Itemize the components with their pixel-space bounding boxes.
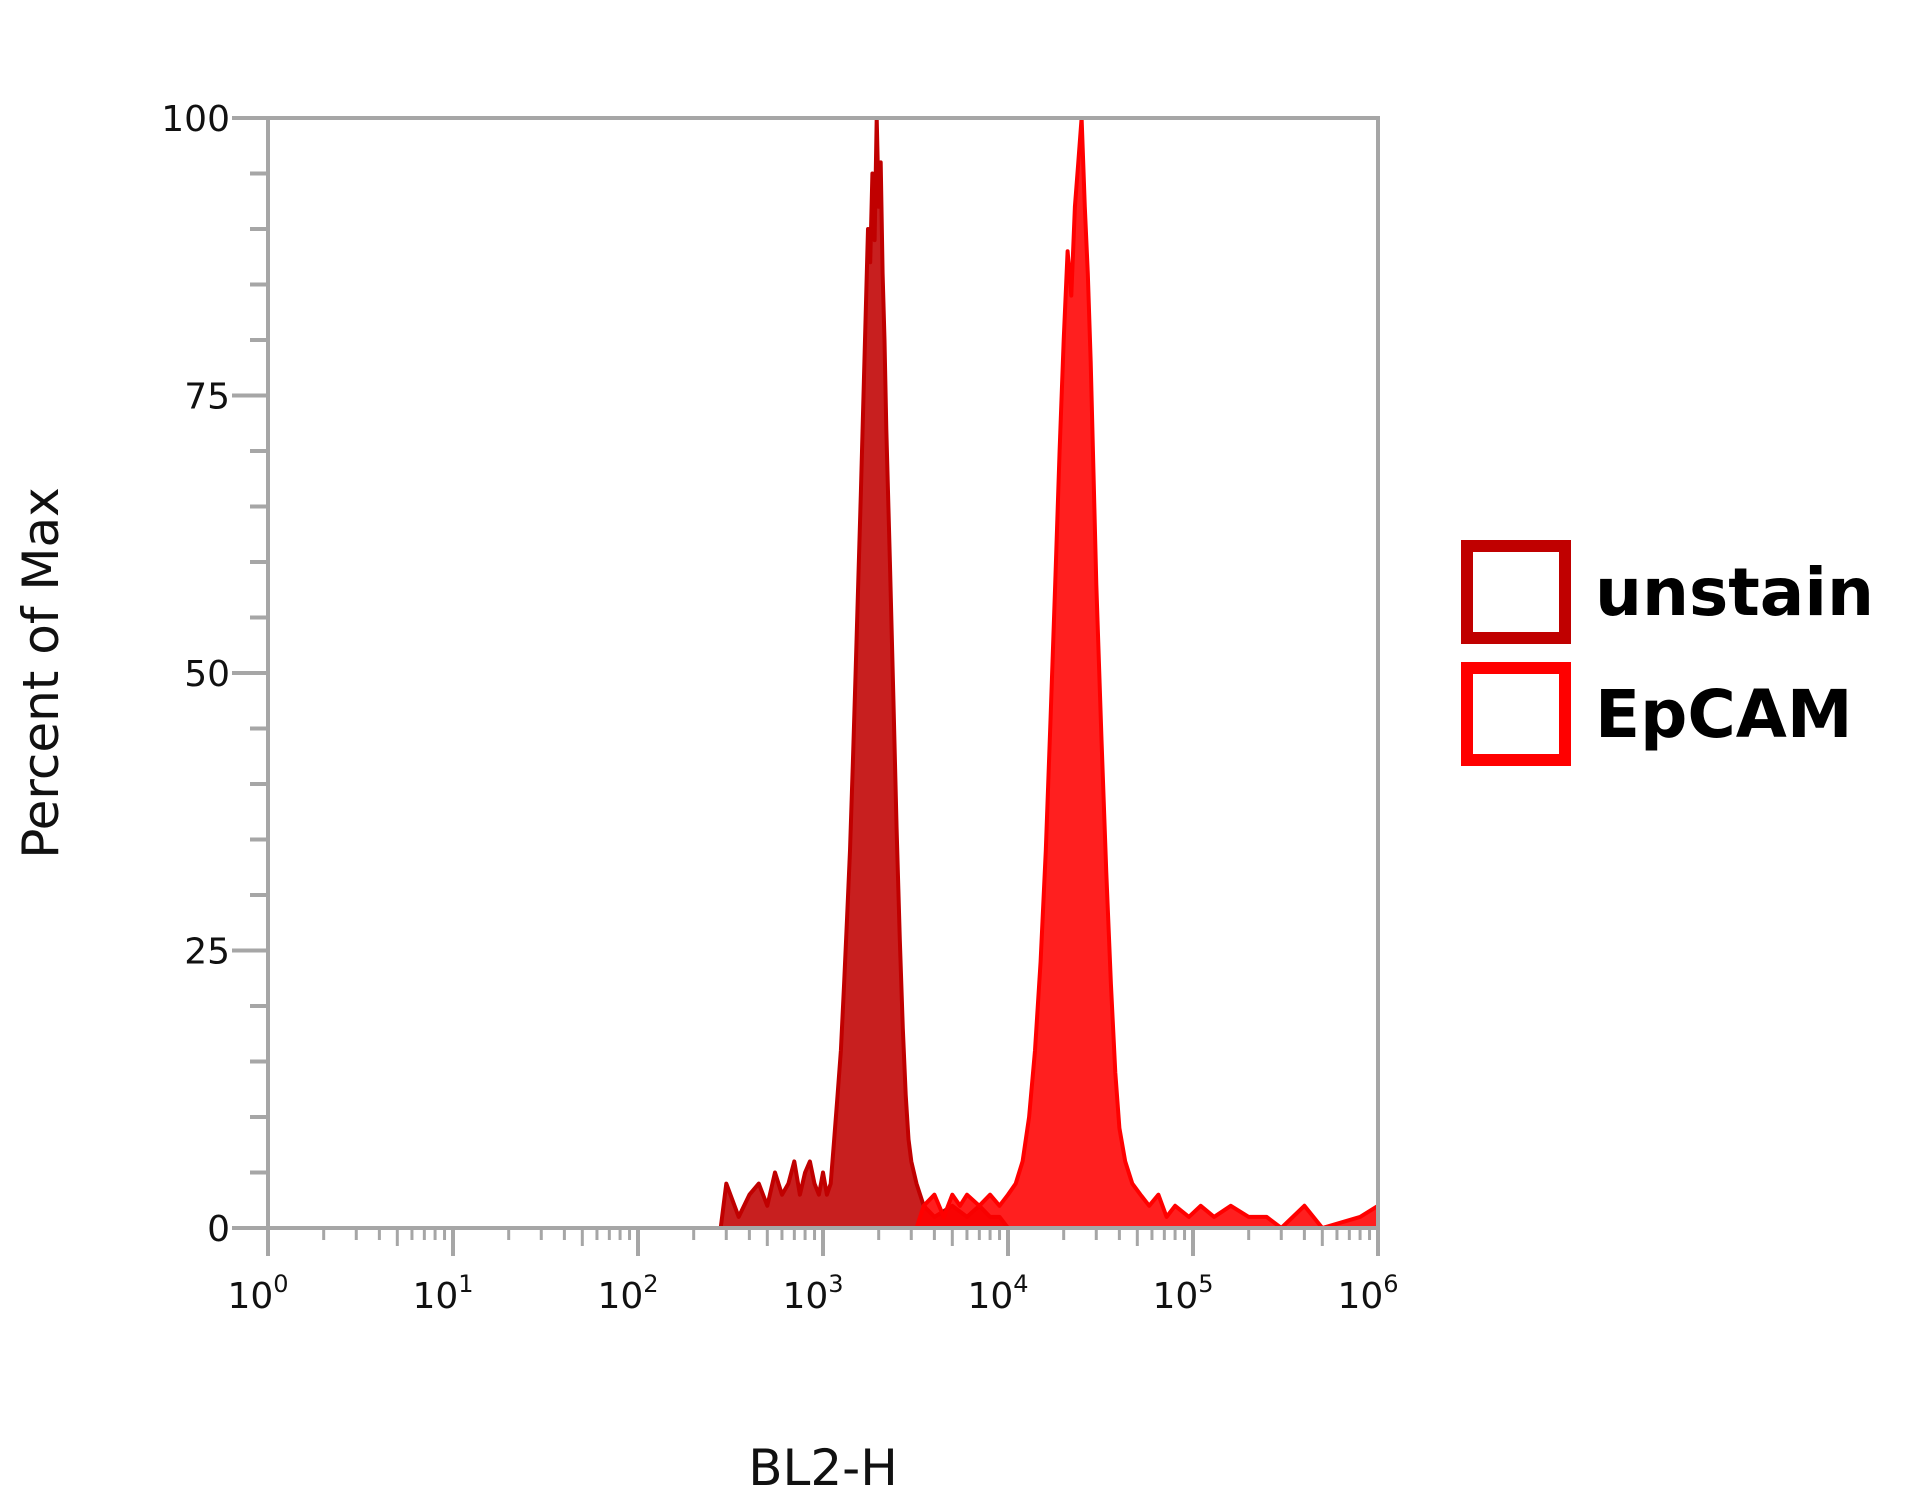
x-axis-title: BL2-H xyxy=(748,1439,898,1494)
legend-swatch-epcam xyxy=(1461,662,1571,766)
plot-frame xyxy=(266,116,1380,1230)
x-axis: 100 101 102 103 104 105 106 xyxy=(227,1228,1399,1317)
x-tick-label: 100 xyxy=(227,1270,288,1317)
legend: unstain EpCAM xyxy=(1461,540,1874,766)
x-tick-label: 101 xyxy=(412,1270,473,1317)
x-tick-label: 104 xyxy=(967,1270,1028,1317)
y-tick-label: 50 xyxy=(184,654,230,695)
x-tick-label: 105 xyxy=(1152,1270,1213,1317)
legend-label-epcam: EpCAM xyxy=(1595,676,1853,753)
y-axis-title: Percent of Max xyxy=(12,487,70,858)
legend-swatch-unstain xyxy=(1461,540,1571,644)
legend-label-unstain: unstain xyxy=(1595,554,1874,631)
y-tick-label: 100 xyxy=(161,99,230,140)
y-axis: 0 25 50 75 100 xyxy=(161,99,268,1250)
x-tick-label: 102 xyxy=(597,1270,658,1317)
x-tick-label: 106 xyxy=(1337,1270,1398,1317)
y-tick-label: 0 xyxy=(207,1209,230,1250)
series-layer xyxy=(718,116,1380,1230)
x-tick-label: 103 xyxy=(782,1270,843,1317)
series-unstain-histogram xyxy=(718,116,1010,1230)
y-tick-label: 75 xyxy=(184,377,230,418)
series-epcam-histogram xyxy=(914,116,1380,1230)
y-tick-label: 25 xyxy=(184,932,230,973)
